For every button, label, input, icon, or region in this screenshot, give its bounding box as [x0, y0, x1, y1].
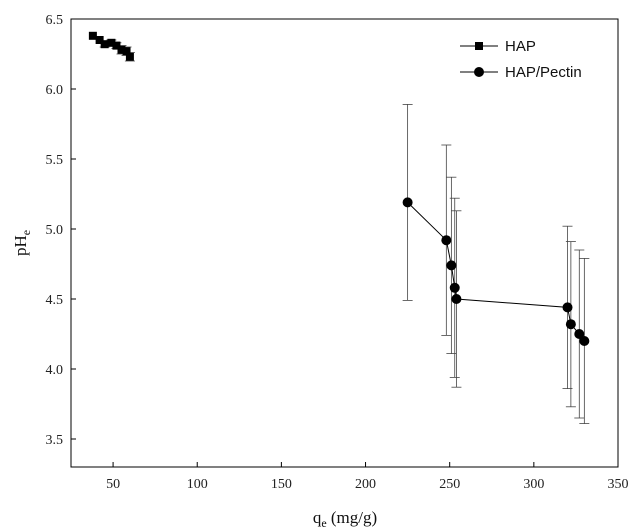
y-tick-label: 5.0	[46, 223, 64, 238]
y-tick-label: 4.0	[46, 363, 64, 378]
data-point-square	[125, 52, 134, 61]
x-axis-title-unit: (mg/g)	[327, 508, 378, 527]
data-point-square	[117, 45, 126, 54]
x-tick-label: 50	[106, 477, 120, 492]
legend-marker-hap	[475, 42, 483, 50]
data-point-circle	[562, 302, 573, 313]
y-tick-label: 4.5	[46, 293, 64, 308]
data-point-circle	[449, 282, 460, 293]
x-axis-title: qe (mg/g)	[313, 508, 377, 528]
plot-frame	[70, 18, 619, 468]
data-point-square	[100, 40, 109, 49]
y-axis-title-sub: e	[19, 230, 33, 235]
data-point-circle	[451, 294, 462, 304]
y-tick-label: 6.5	[46, 13, 64, 28]
x-axis-title-main: q	[313, 508, 322, 527]
y-axis-title: pHe	[11, 230, 33, 256]
x-axis: 50 100 150 200 250 300 350	[106, 462, 629, 492]
x-axis-title-sub: e	[321, 516, 326, 528]
data-point-circle	[441, 235, 452, 246]
data-point-circle	[446, 260, 457, 271]
x-tick-label: 250	[439, 477, 460, 492]
legend-label-hap-pectin: HAP/Pectin	[505, 64, 582, 81]
x-tick-label: 200	[355, 477, 376, 492]
x-tick-label: 100	[187, 477, 208, 492]
x-tick-label: 350	[608, 477, 629, 492]
data-point-circle	[574, 329, 585, 339]
data-point-square	[122, 47, 131, 56]
plot-marks	[88, 31, 590, 425]
y-tick-label: 3.5	[46, 433, 64, 448]
data-point-square	[112, 41, 121, 50]
series-line-1	[407, 202, 585, 342]
data-point-circle	[402, 197, 413, 208]
y-axis: 3.5 4.0 4.5 5.0 5.5 6.0 6.5	[46, 13, 76, 448]
x-tick-label: 300	[523, 477, 544, 492]
legend: HAP HAP/Pectin	[460, 38, 582, 81]
data-point-circle	[565, 319, 576, 330]
data-point-square	[107, 38, 116, 47]
legend-marker-hap-pectin	[474, 67, 484, 77]
x-tick-label: 150	[271, 477, 292, 492]
data-point-square	[88, 31, 97, 40]
y-tick-label: 5.5	[46, 153, 64, 168]
y-axis-title-main: pH	[11, 235, 30, 256]
legend-label-hap: HAP	[505, 38, 536, 55]
data-point-square	[95, 36, 104, 44]
y-tick-label: 6.0	[46, 83, 64, 98]
data-point-circle	[579, 336, 590, 346]
